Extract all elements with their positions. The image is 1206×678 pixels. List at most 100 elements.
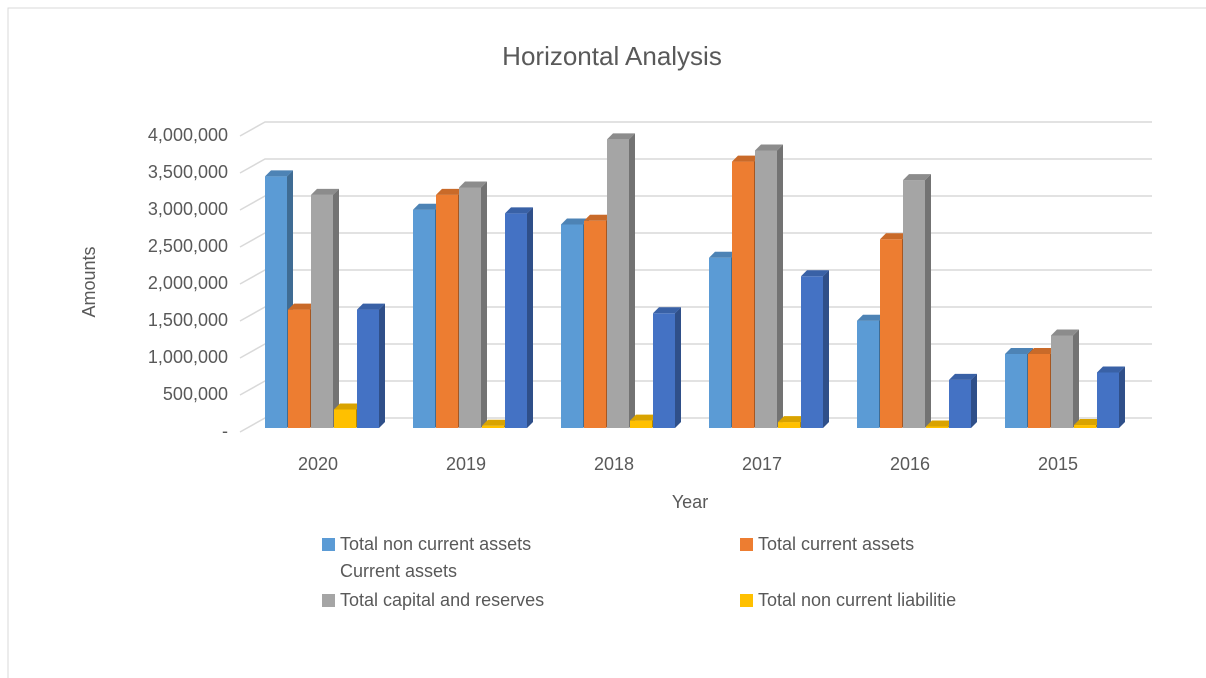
bar-side: [333, 188, 339, 428]
bar-top: [1028, 348, 1056, 354]
bar-top: [880, 233, 908, 240]
bar-top: [732, 155, 760, 162]
bar-top: [505, 207, 533, 214]
bar-side-shade: [777, 144, 783, 428]
legend-swatch: [740, 594, 753, 607]
grid-line: [239, 121, 1152, 137]
bar-front: [311, 194, 333, 428]
bar-front: [630, 420, 652, 428]
bar-side-shade: [1119, 366, 1125, 428]
bar-top: [857, 314, 885, 321]
bar-front: [926, 426, 948, 428]
bar-side-shade: [675, 307, 681, 428]
bar-top: [755, 144, 783, 151]
bar-top: [778, 416, 806, 423]
bar-top-shade: [436, 188, 464, 195]
bar-front: [903, 180, 925, 428]
x-tick-label: 2017: [742, 454, 782, 474]
bar-front: [857, 320, 879, 428]
bar-side: [971, 373, 977, 428]
bar-top: [949, 373, 977, 380]
bar-side-shade: [379, 303, 385, 428]
bar-top-shade: [903, 174, 931, 181]
bar-top-shade: [630, 414, 658, 421]
bar-front: [1051, 335, 1073, 428]
bar-front: [755, 150, 777, 428]
bar-top: [801, 270, 829, 277]
bar-top-shade: [1097, 366, 1125, 373]
bar-top: [357, 303, 385, 310]
bar-front: [1074, 425, 1096, 428]
bar-top: [1074, 419, 1102, 426]
bar-top-shade: [505, 207, 533, 214]
bar-top-shade: [459, 181, 487, 188]
bar-top-shade: [778, 416, 806, 423]
legend-swatch: [740, 538, 753, 551]
y-tick-label: 3,000,000: [148, 199, 228, 219]
bar-top: [482, 419, 510, 426]
bar: [755, 144, 783, 428]
bar: [311, 188, 339, 428]
bar-side-shade: [527, 207, 533, 428]
bar-front: [561, 224, 583, 428]
x-tick-label: 2019: [446, 454, 486, 474]
bar-top-shade: [755, 144, 783, 151]
bar-top: [1051, 329, 1079, 336]
bar-side-shade: [1073, 329, 1079, 428]
bar-side: [675, 307, 681, 428]
bar-side: [1073, 329, 1079, 428]
legend-label: Total current assets: [758, 534, 914, 554]
bar-front: [1028, 354, 1050, 428]
bar-top: [311, 188, 339, 195]
bar-top-shade: [1051, 329, 1079, 336]
bar-top: [436, 188, 464, 195]
bar-top: [288, 303, 316, 310]
bar-front: [732, 161, 754, 428]
bar-side: [629, 133, 635, 428]
bar-side-shade: [629, 133, 635, 428]
bar-top: [1097, 366, 1125, 373]
bar-side-shade: [925, 174, 931, 428]
bar-side: [379, 303, 385, 428]
y-tick-label: 3,500,000: [148, 162, 228, 182]
bar-front: [709, 257, 731, 428]
y-tick-label: 1,500,000: [148, 310, 228, 330]
bar-front: [584, 220, 606, 428]
bar-top: [584, 214, 612, 221]
bar-side-shade: [971, 373, 977, 428]
bar-front: [288, 309, 310, 428]
bar-front: [880, 239, 902, 428]
bar-side-shade: [333, 188, 339, 428]
bar-side: [777, 144, 783, 428]
y-tick-label: -: [222, 421, 228, 441]
bar-top-shade: [949, 373, 977, 380]
chart-title: Horizontal Analysis: [502, 41, 722, 71]
x-tick-label: 2018: [594, 454, 634, 474]
bar-top-shade: [265, 170, 293, 177]
bar-side: [823, 270, 829, 428]
bar: [903, 174, 931, 428]
bar: [949, 373, 977, 428]
bar-top-shade: [288, 303, 316, 310]
bar-side-shade: [481, 181, 487, 428]
bar-top: [561, 218, 589, 225]
bar-top-shade: [311, 188, 339, 195]
bar-top-shade: [709, 251, 737, 258]
y-tick-label: 2,000,000: [148, 273, 228, 293]
y-tick-label: 1,000,000: [148, 347, 228, 367]
bar-side: [925, 174, 931, 428]
legend-swatch: [322, 594, 335, 607]
bar-side: [481, 181, 487, 428]
bar-top: [265, 170, 293, 177]
bar-top-shade: [880, 233, 908, 240]
y-axis-label: Amounts: [79, 246, 99, 317]
bar-front: [1005, 354, 1027, 428]
bar-front: [413, 209, 435, 428]
legend-label: Total capital and reserves: [340, 590, 544, 610]
bar: [607, 133, 635, 428]
bar-front: [1097, 372, 1119, 428]
bar-front: [607, 139, 629, 428]
bar-top: [630, 414, 658, 421]
legend-label: Total non current liabilitie: [758, 590, 956, 610]
bar-top-shade: [607, 133, 635, 140]
